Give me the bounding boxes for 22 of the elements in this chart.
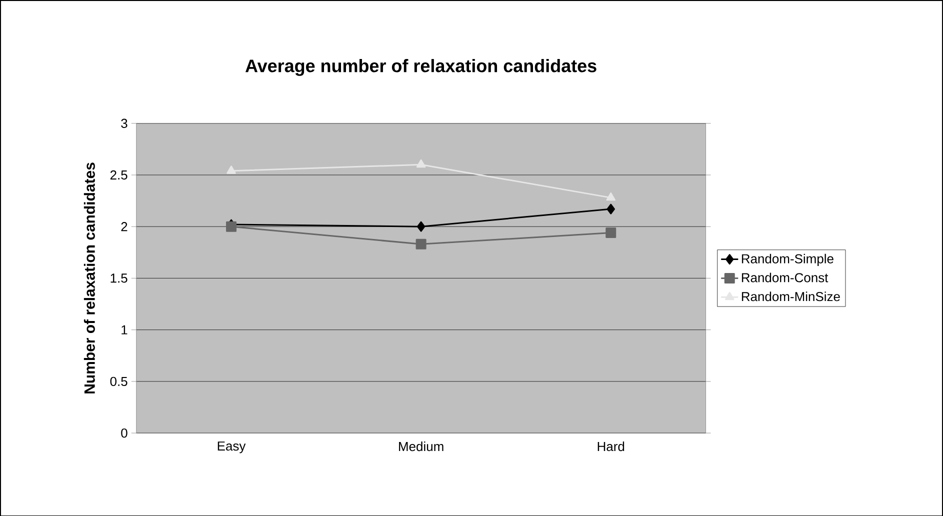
- x-tick-label: Hard: [598, 441, 624, 451]
- y-tick-label: 1.5: [110, 273, 128, 283]
- point: [226, 165, 236, 174]
- point: [606, 227, 616, 238]
- x-tick-label: Medium: [399, 441, 444, 451]
- legend-label: Random-Simple: [742, 254, 834, 266]
- chart-title: Average number of relaxation candidates: [245, 58, 596, 76]
- y-tick-label: 3: [121, 118, 128, 128]
- legend-label: Random-MinSize: [742, 291, 840, 301]
- y-tick-label: 2.5: [110, 170, 128, 180]
- y-tick-label: 0: [121, 428, 128, 438]
- y-tick-label: 0.5: [110, 376, 128, 386]
- point: [416, 221, 426, 232]
- point: [606, 204, 615, 214]
- point: [416, 159, 426, 168]
- legend-label: Random-Const: [742, 272, 828, 282]
- y-axis-title: Number of relaxation candidates: [84, 162, 95, 394]
- y-tick-label: 2: [121, 222, 128, 231]
- point: [606, 192, 616, 200]
- x-tick-label: Easy: [218, 441, 246, 453]
- y-tick-label: 1: [122, 325, 128, 334]
- point: [416, 238, 426, 250]
